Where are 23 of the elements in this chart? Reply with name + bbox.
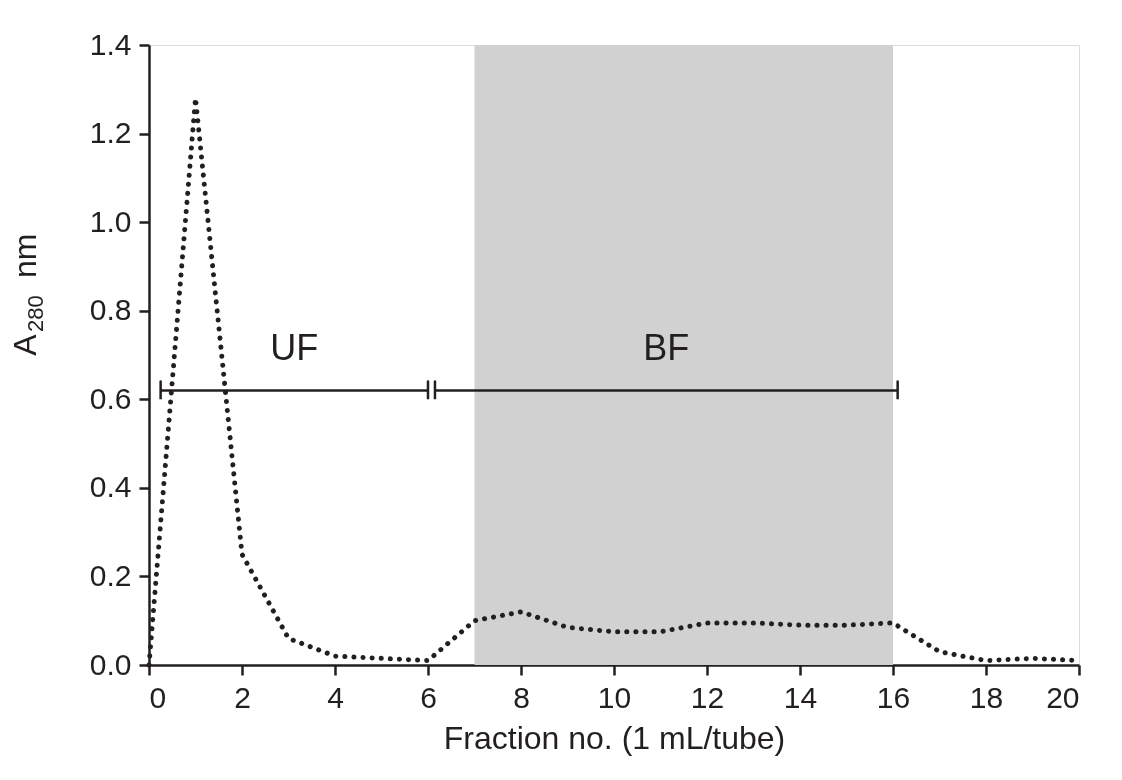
x-axis-title: Fraction no. (1 mL/tube) — [443, 719, 786, 756]
x-tick-label: 6 — [420, 680, 437, 714]
y-tick-label: 0.8 — [89, 293, 132, 327]
y-tick-label: 0.0 — [89, 647, 132, 681]
y-tick-label: 1.0 — [89, 204, 132, 238]
x-tick-label: 4 — [327, 680, 344, 714]
x-tick-label: 18 — [969, 680, 1004, 714]
x-tick-label: 0 — [149, 680, 167, 714]
y-axis-title: A280 nm — [7, 233, 48, 356]
x-tick-label: 10 — [597, 680, 632, 714]
y-tick-label: 1.2 — [89, 116, 132, 150]
x-tick-label: 16 — [876, 680, 911, 714]
annotation: BF — [643, 326, 690, 368]
y-tick-label: 0.2 — [89, 558, 132, 592]
y-tick-label: 1.4 — [89, 27, 132, 61]
x-tick-label: 12 — [690, 680, 725, 714]
y-tick-label: 0.6 — [89, 381, 132, 415]
annotation: UF — [270, 326, 319, 368]
x-tick-label: 20 — [1046, 680, 1080, 714]
x-tick-label: 2 — [234, 680, 251, 714]
x-tick-label: 14 — [783, 680, 818, 714]
y-tick-label: 0.4 — [89, 470, 132, 504]
x-tick-label: 8 — [513, 680, 530, 714]
